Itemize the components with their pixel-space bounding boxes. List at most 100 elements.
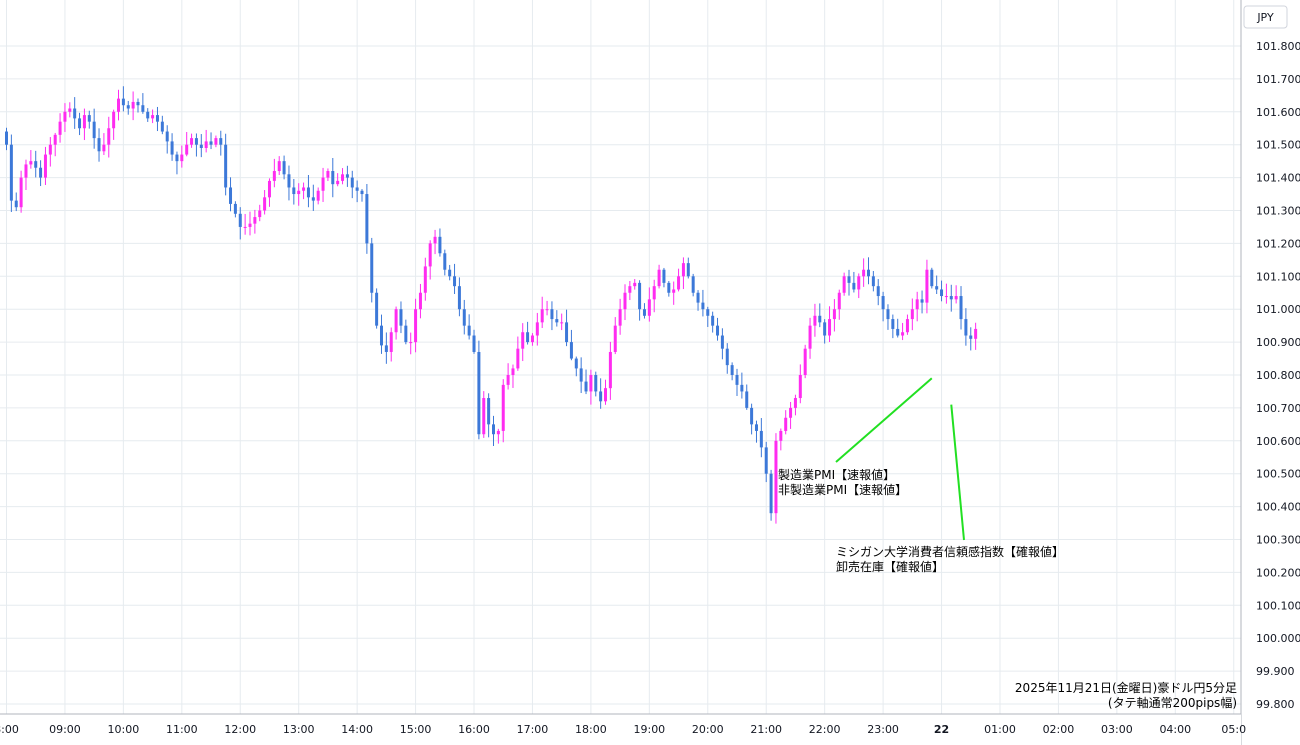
- candle: [949, 284, 953, 312]
- candle: [409, 332, 413, 355]
- candle: [448, 264, 452, 281]
- candle: [925, 259, 929, 314]
- candle: [686, 257, 690, 279]
- candle: [974, 322, 978, 350]
- candle: [370, 237, 374, 303]
- candle: [492, 415, 495, 447]
- annotations: 製造業PMI【速報値】非製造業PMI【速報値】ミシガン大学消費者信頼感指数【確報…: [778, 377, 1064, 574]
- candle: [214, 135, 218, 148]
- candle: [311, 184, 315, 211]
- candle: [930, 267, 934, 289]
- candle: [321, 167, 325, 202]
- candle: [560, 313, 564, 331]
- y-tick-label: 100.300: [1256, 534, 1300, 547]
- candle: [462, 299, 466, 335]
- candle: [14, 192, 18, 212]
- candle: [540, 296, 544, 329]
- candle: [19, 170, 23, 213]
- candle: [394, 306, 398, 340]
- candle: [282, 155, 286, 180]
- candle: [292, 178, 296, 205]
- x-tick-label: 13:00: [283, 723, 315, 736]
- candle: [379, 314, 383, 354]
- candle: [438, 228, 442, 257]
- y-tick-label: 101.600: [1256, 106, 1300, 119]
- candle: [638, 280, 642, 321]
- candle: [194, 133, 198, 157]
- candle: [735, 368, 739, 397]
- candle: [482, 391, 486, 438]
- x-tick-label: 23:00: [867, 723, 899, 736]
- candle: [423, 257, 427, 301]
- candle: [808, 317, 812, 359]
- candle: [404, 319, 408, 345]
- candle: [803, 344, 807, 379]
- candle: [355, 180, 359, 203]
- candle: [774, 433, 778, 524]
- candle: [331, 158, 335, 198]
- candle: [569, 329, 573, 361]
- candle: [336, 173, 340, 187]
- candle: [107, 116, 111, 158]
- caption-title: 2025年11月21日(金曜日)豪ドル円5分足: [1015, 680, 1237, 695]
- candle: [267, 178, 271, 207]
- candle: [414, 298, 418, 353]
- candle: [34, 150, 38, 178]
- candle: [696, 290, 700, 311]
- annotation-text: ミシガン大学消費者信頼感指数【確報値】: [836, 544, 1064, 559]
- candle: [428, 240, 432, 280]
- candle: [672, 281, 676, 305]
- candle: [798, 364, 802, 404]
- candle: [248, 211, 252, 236]
- candle: [876, 279, 880, 306]
- candle: [759, 418, 763, 458]
- candle: [857, 273, 861, 299]
- candle: [170, 133, 174, 161]
- candle: [716, 317, 720, 341]
- candle: [740, 372, 744, 399]
- candle: [584, 369, 588, 395]
- y-tick-label: 101.400: [1256, 172, 1300, 185]
- x-tick-label: 11:00: [166, 723, 198, 736]
- candle: [954, 285, 958, 304]
- candle: [375, 288, 379, 329]
- candle: [905, 314, 909, 335]
- y-tick-label: 100.900: [1256, 336, 1300, 349]
- candle: [828, 306, 832, 343]
- candle: [238, 207, 242, 240]
- candles: [5, 86, 978, 524]
- candle: [681, 257, 685, 290]
- candle: [959, 286, 963, 330]
- candle: [302, 182, 306, 200]
- candle: [5, 127, 8, 151]
- candle: [784, 410, 788, 435]
- candle: [306, 174, 310, 208]
- x-tick-label: 02:00: [1043, 723, 1075, 736]
- candle: [667, 281, 671, 297]
- price-axis[interactable]: JPY 101.800 101.700 101.600 101.500 101.400 1…: [1240, 0, 1300, 745]
- candle: [350, 170, 354, 199]
- candle: [691, 273, 695, 297]
- x-tick-label: 17:00: [517, 723, 549, 736]
- candle: [555, 310, 559, 327]
- candle: [769, 469, 773, 521]
- candle: [131, 91, 135, 121]
- candle: [175, 151, 179, 175]
- annotation-pmi: 製造業PMI【速報値】非製造業PMI【速報値】: [778, 377, 933, 497]
- annotation-text: 卸売在庫【確報値】: [836, 559, 944, 574]
- candle: [453, 263, 457, 294]
- caption-subtitle: (タテ軸通常200pips幅): [1108, 695, 1237, 710]
- x-tick-label: 10:00: [108, 723, 140, 736]
- x-tick-label: 21:00: [750, 723, 782, 736]
- candle: [530, 333, 534, 346]
- candle: [944, 283, 948, 304]
- candle: [754, 420, 758, 443]
- candle: [594, 371, 598, 397]
- x-tick-label: 22:00: [809, 723, 841, 736]
- candle: [43, 146, 47, 186]
- candle: [146, 108, 150, 122]
- candle: [92, 108, 96, 149]
- y-tick-label: 100.400: [1256, 501, 1300, 514]
- time-axis[interactable]: 8:00 09:00 10:00 11:00 12:00 13:00 14:00 15:00 1…: [0, 713, 1246, 745]
